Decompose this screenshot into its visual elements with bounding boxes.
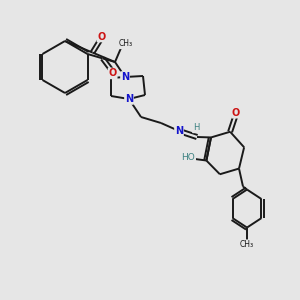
Text: O: O (109, 68, 117, 78)
Text: HO: HO (182, 153, 195, 162)
Text: N: N (121, 72, 129, 82)
Text: N: N (125, 94, 133, 104)
Text: CH₃: CH₃ (240, 240, 254, 249)
Text: CH₃: CH₃ (119, 40, 133, 49)
Text: N: N (175, 126, 183, 136)
Text: H: H (193, 124, 199, 133)
Text: O: O (232, 108, 240, 118)
Text: O: O (98, 32, 106, 41)
